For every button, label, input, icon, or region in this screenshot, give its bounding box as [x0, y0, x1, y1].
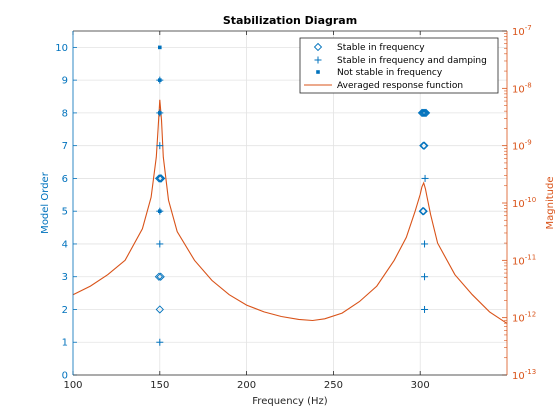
legend: Stable in frequency Stable in frequency …	[299, 37, 499, 94]
legend-swatches	[304, 42, 332, 86]
y-right-tick-label: 10-13	[512, 368, 536, 382]
chart-title: Stabilization Diagram	[223, 14, 357, 27]
axes: 100 150 200 250 300 0 1 2 3 4 5 6 7 8 9 10 10-13 10-12 10-…	[55, 24, 536, 391]
y-left-tick-label: 6	[62, 174, 68, 185]
y-left-tick-label: 4	[62, 239, 68, 250]
y-axis-right-label: Magnitude	[545, 177, 556, 230]
x-tick-label: 300	[411, 380, 430, 391]
plus-marker	[156, 240, 164, 248]
y-left-tick-label: 3	[62, 272, 68, 283]
y-right-tick-label: 10-7	[512, 24, 532, 38]
diamond-marker	[156, 272, 165, 281]
plus-marker	[421, 240, 429, 248]
diamond-marker	[155, 305, 164, 314]
plus-marker	[421, 174, 429, 182]
diamond-marker	[420, 108, 430, 118]
plus-marker	[156, 338, 164, 346]
diamond-marker	[418, 108, 428, 118]
diamond-marker	[154, 174, 164, 183]
y-right-tick-label: 10-8	[512, 81, 532, 95]
legend-swatch-plus	[314, 56, 322, 64]
y-left-tick-label: 2	[62, 305, 68, 316]
legend-swatch-dot	[316, 70, 320, 74]
y-left-tick-label: 9	[62, 76, 68, 87]
y-left-tick-label: 0	[62, 371, 68, 382]
legend-label-averaged-response: Averaged response function	[337, 81, 463, 91]
diamond-marker	[420, 141, 429, 150]
diamond-marker	[418, 207, 427, 216]
dot-marker	[158, 78, 162, 82]
y-right-tick-label: 10-12	[512, 311, 536, 325]
dot-marker	[158, 209, 162, 213]
y-right-tick-label: 10-9	[512, 139, 532, 153]
x-tick-label: 250	[324, 380, 343, 391]
diamond-marker	[154, 272, 164, 281]
x-tick-label: 100	[63, 380, 82, 391]
x-axis-label: Frequency (Hz)	[252, 396, 328, 407]
y-left-tick-label: 5	[62, 207, 68, 218]
diamond-marker	[157, 174, 166, 183]
y-axis-left-label: Model Order	[40, 171, 51, 234]
x-tick-label: 150	[150, 380, 169, 391]
curve-layer	[72, 99, 508, 324]
y-right-tick-label: 10-10	[512, 196, 536, 210]
diamond-marker	[156, 174, 165, 183]
y-left-tick-label: 1	[62, 338, 68, 349]
x-tick-label: 200	[237, 380, 256, 391]
diamond-marker	[421, 108, 431, 118]
y-right-tick-label: 10-11	[512, 253, 536, 267]
legend-box	[299, 37, 499, 94]
diamond-marker	[419, 207, 428, 216]
plus-marker	[421, 273, 429, 281]
y-left-tick-label: 10	[55, 43, 68, 54]
diamond-marker	[419, 141, 428, 150]
averaged-response-curve	[72, 99, 508, 324]
legend-swatch-diamond	[313, 42, 323, 52]
legend-label-not-stable: Not stable in frequency	[337, 68, 443, 78]
plus-marker	[156, 142, 164, 150]
plus-marker	[421, 305, 429, 313]
legend-label-stable-frequency-damping: Stable in frequency and damping	[337, 56, 487, 66]
dot-marker	[158, 45, 162, 50]
diamond-marker	[419, 108, 429, 118]
legend-label-stable-frequency: Stable in frequency	[337, 43, 425, 53]
dot-marker	[158, 111, 162, 115]
y-left-tick-label: 7	[62, 141, 68, 152]
marker-layer	[154, 45, 431, 346]
y-left-tick-label: 8	[62, 108, 68, 119]
